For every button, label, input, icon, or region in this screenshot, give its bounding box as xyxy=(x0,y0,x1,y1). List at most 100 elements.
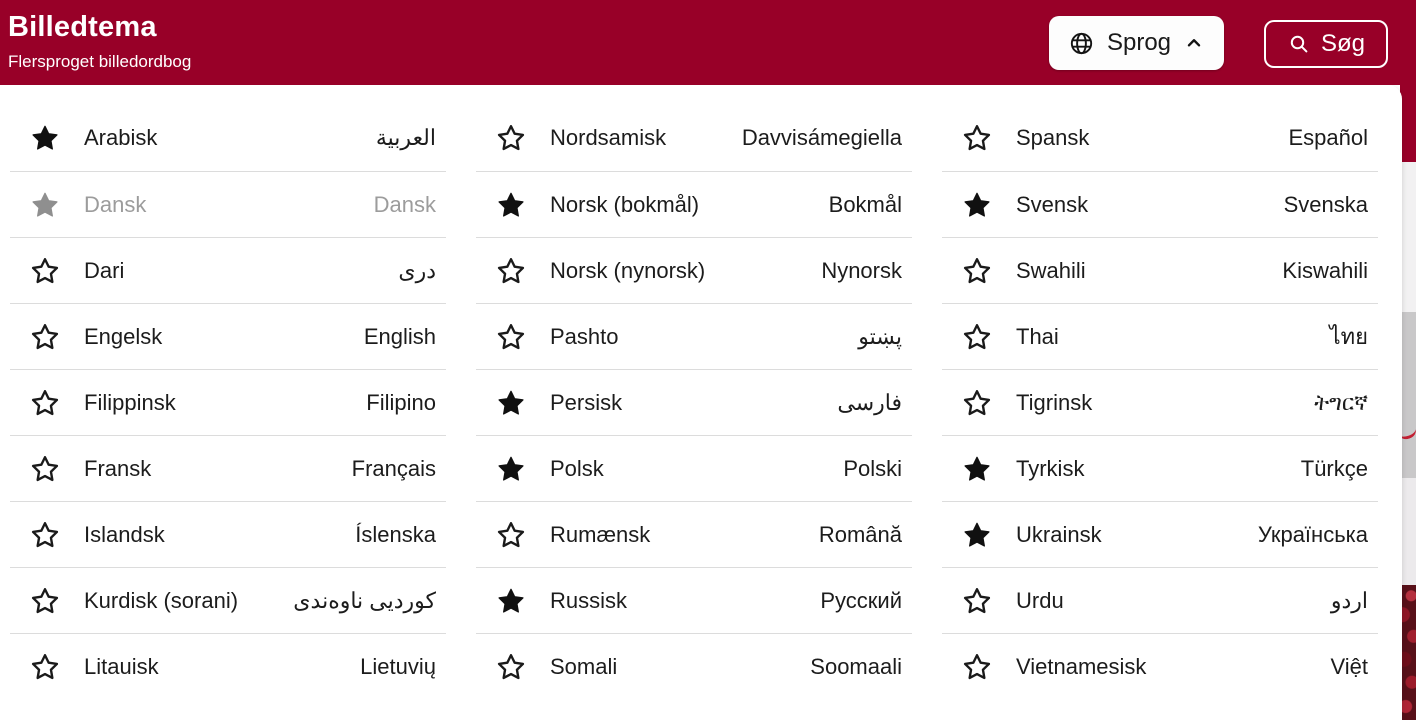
background-light-band-2 xyxy=(1400,478,1416,585)
language-row[interactable]: Pashto پښتو xyxy=(476,303,912,369)
language-label: Kurdisk (sorani) xyxy=(84,587,239,613)
globe-icon xyxy=(1068,30,1095,57)
star-icon[interactable] xyxy=(496,454,526,484)
star-icon[interactable] xyxy=(496,322,526,352)
language-label: Filippinsk xyxy=(84,389,176,415)
star-icon[interactable] xyxy=(496,652,526,682)
language-label: Pashto xyxy=(550,323,619,349)
background-photo-band xyxy=(1396,312,1416,478)
language-native-name: Русский xyxy=(820,587,902,613)
language-row[interactable]: Litauisk Lietuvių xyxy=(10,633,446,699)
language-row[interactable]: Vietnamesisk Việt xyxy=(942,633,1378,699)
language-row[interactable]: Tigrinsk ትግርኛ xyxy=(942,369,1378,435)
star-icon[interactable] xyxy=(30,123,60,153)
language-native-name: ไทย xyxy=(1329,324,1368,349)
language-row[interactable]: Somali Soomaali xyxy=(476,633,912,699)
language-row[interactable]: Engelsk English xyxy=(10,303,446,369)
language-native-name: Íslenska xyxy=(355,521,436,547)
app-subtitle: Flersproget billedordbog xyxy=(8,52,192,71)
language-row[interactable]: Swahili Kiswahili xyxy=(942,237,1378,303)
language-label: Engelsk xyxy=(84,323,163,349)
language-native-name: Filipino xyxy=(366,389,436,415)
language-label: Polsk xyxy=(550,455,604,481)
language-label: Dansk xyxy=(84,191,147,217)
star-icon[interactable] xyxy=(30,454,60,484)
star-icon[interactable] xyxy=(30,190,60,220)
star-icon[interactable] xyxy=(496,123,526,153)
star-icon[interactable] xyxy=(30,322,60,352)
star-icon[interactable] xyxy=(30,520,60,550)
star-icon[interactable] xyxy=(962,388,992,418)
language-label: Nordsamisk xyxy=(550,125,667,150)
language-label: Islandsk xyxy=(84,521,165,547)
language-row[interactable]: Persisk فارسی xyxy=(476,369,912,435)
language-native-name: Polski xyxy=(843,455,902,481)
star-icon[interactable] xyxy=(30,256,60,286)
language-menu-button[interactable]: Sprog xyxy=(1049,16,1224,70)
language-row[interactable]: Polsk Polski xyxy=(476,435,912,501)
star-icon[interactable] xyxy=(962,454,992,484)
language-row[interactable]: Urdu اردو xyxy=(942,567,1378,633)
star-icon[interactable] xyxy=(496,388,526,418)
language-label: Spansk xyxy=(1016,125,1090,150)
language-row[interactable]: Filippinsk Filipino xyxy=(10,369,446,435)
chevron-up-icon xyxy=(1183,32,1205,54)
star-icon[interactable] xyxy=(962,123,992,153)
language-row[interactable]: Russisk Русский xyxy=(476,567,912,633)
star-icon[interactable] xyxy=(962,586,992,616)
star-icon[interactable] xyxy=(962,190,992,220)
language-row[interactable]: Rumænsk Română xyxy=(476,501,912,567)
language-row[interactable]: Tyrkisk Türkçe xyxy=(942,435,1378,501)
star-icon[interactable] xyxy=(496,190,526,220)
language-column-3: Spansk Español Svensk Svenska Swahili Ki… xyxy=(942,105,1378,699)
app-title: Billedtema xyxy=(8,11,157,43)
star-icon[interactable] xyxy=(496,586,526,616)
language-row[interactable]: Kurdisk (sorani) كوردیى ناوەندى xyxy=(10,567,446,633)
language-column-1: Arabisk العربية Dansk Dansk Dari درى Eng… xyxy=(10,105,446,699)
search-icon xyxy=(1287,32,1311,56)
language-native-name: ትግርኛ xyxy=(1314,389,1368,415)
background-berries-photo xyxy=(1400,585,1416,720)
language-native-name: Bokmål xyxy=(828,191,902,217)
search-button[interactable]: Søg xyxy=(1264,20,1388,68)
language-label: Rumænsk xyxy=(550,521,651,547)
language-row[interactable]: Spansk Español xyxy=(942,105,1378,171)
language-native-name: Soomaali xyxy=(810,653,902,679)
language-row[interactable]: Islandsk Íslenska xyxy=(10,501,446,567)
star-icon[interactable] xyxy=(962,322,992,352)
language-row[interactable]: Svensk Svenska xyxy=(942,171,1378,237)
language-menu-label: Sprog xyxy=(1106,29,1172,56)
language-label: Tyrkisk xyxy=(1016,455,1085,481)
star-icon[interactable] xyxy=(496,520,526,550)
language-row[interactable]: Dari درى xyxy=(10,237,446,303)
language-native-name: Kiswahili xyxy=(1282,257,1368,283)
star-icon[interactable] xyxy=(30,586,60,616)
language-native-name: Dansk xyxy=(373,191,436,217)
language-label: Russisk xyxy=(550,587,628,613)
language-native-name: Español xyxy=(1288,125,1368,150)
language-row[interactable]: Fransk Français xyxy=(10,435,446,501)
language-row[interactable]: Norsk (bokmål) Bokmål xyxy=(476,171,912,237)
star-icon[interactable] xyxy=(962,256,992,286)
language-label: Litauisk xyxy=(84,653,159,679)
language-label: Tigrinsk xyxy=(1016,389,1093,415)
app-header: Billedtema Flersproget billedordbog Spro… xyxy=(0,0,1416,85)
star-icon[interactable] xyxy=(962,520,992,550)
language-column-2: Nordsamisk Davvisámegiella Norsk (bokmål… xyxy=(476,105,912,699)
language-row[interactable]: Ukrainsk Українська xyxy=(942,501,1378,567)
language-row[interactable]: Arabisk العربية xyxy=(10,105,446,171)
star-icon[interactable] xyxy=(30,388,60,418)
language-native-name: Türkçe xyxy=(1300,455,1368,481)
language-row[interactable]: Nordsamisk Davvisámegiella xyxy=(476,105,912,171)
star-icon[interactable] xyxy=(30,652,60,682)
language-native-name: كوردیى ناوەندى xyxy=(293,587,436,613)
language-native-name: Українська xyxy=(1257,521,1368,547)
language-row[interactable]: Norsk (nynorsk) Nynorsk xyxy=(476,237,912,303)
star-icon[interactable] xyxy=(496,256,526,286)
language-grid: Arabisk العربية Dansk Dansk Dari درى Eng… xyxy=(0,85,1402,699)
language-native-name: Română xyxy=(818,521,902,547)
language-label: Svensk xyxy=(1016,191,1089,217)
language-row[interactable]: Thai ไทย xyxy=(942,303,1378,369)
star-icon[interactable] xyxy=(962,652,992,682)
language-label: Vietnamesisk xyxy=(1016,653,1147,679)
